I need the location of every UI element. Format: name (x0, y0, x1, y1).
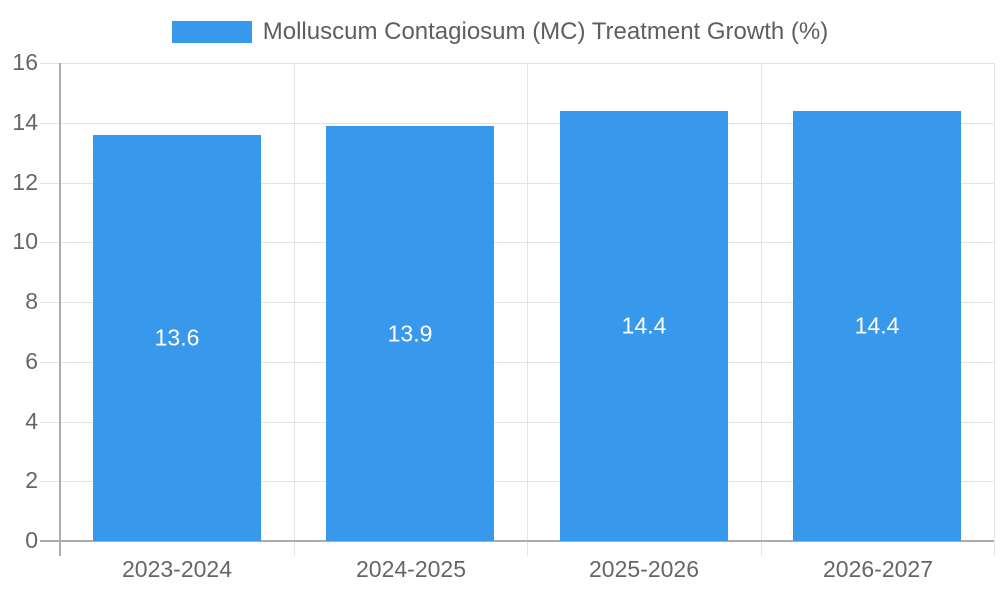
v-gridline (294, 63, 295, 556)
h-gridline (40, 362, 994, 363)
y-axis-tick-label: 14 (12, 108, 38, 135)
h-gridline (40, 242, 994, 243)
v-gridline (994, 63, 995, 556)
h-gridline (40, 63, 994, 64)
bar-value-label: 13.9 (387, 320, 433, 346)
bar[interactable]: 13.6 (93, 135, 261, 541)
y-axis-tick-label: 2 (25, 466, 38, 493)
v-gridline (761, 63, 762, 556)
bar[interactable]: 14.4 (560, 111, 728, 541)
y-axis-tick-label: 12 (12, 168, 38, 195)
h-gridline (40, 183, 994, 184)
legend-color-swatch (171, 21, 252, 43)
y-axis-tick-label: 0 (25, 526, 38, 553)
x-axis-line (40, 540, 994, 542)
bar[interactable]: 13.9 (326, 126, 494, 541)
bar[interactable]: 14.4 (793, 111, 961, 541)
y-axis-tick-label: 6 (25, 347, 38, 374)
h-gridline (40, 123, 994, 124)
h-gridline (40, 481, 994, 482)
legend-label: Molluscum Contagiosum (MC) Treatment Gro… (262, 18, 829, 45)
chart-legend-item[interactable]: Molluscum Contagiosum (MC) Treatment Gro… (0, 18, 1000, 45)
x-axis-category-label: 2024-2025 (356, 556, 466, 582)
bar-value-label: 13.6 (154, 324, 200, 351)
y-axis-tick-label: 8 (25, 287, 38, 314)
h-gridline (40, 302, 994, 303)
y-axis-line (59, 63, 61, 556)
bar-value-label: 14.4 (621, 312, 667, 339)
x-axis-category-label: 2026-2027 (823, 556, 933, 582)
x-axis-category-label: 2025-2026 (589, 556, 699, 582)
v-gridline (527, 63, 528, 556)
x-axis-category-label: 2023-2024 (122, 556, 232, 582)
y-axis-tick-label: 4 (25, 407, 38, 434)
y-axis-tick-label: 10 (12, 227, 38, 254)
bar-value-label: 14.4 (854, 312, 900, 339)
y-axis-tick-label: 16 (12, 48, 38, 75)
h-gridline (40, 422, 994, 423)
